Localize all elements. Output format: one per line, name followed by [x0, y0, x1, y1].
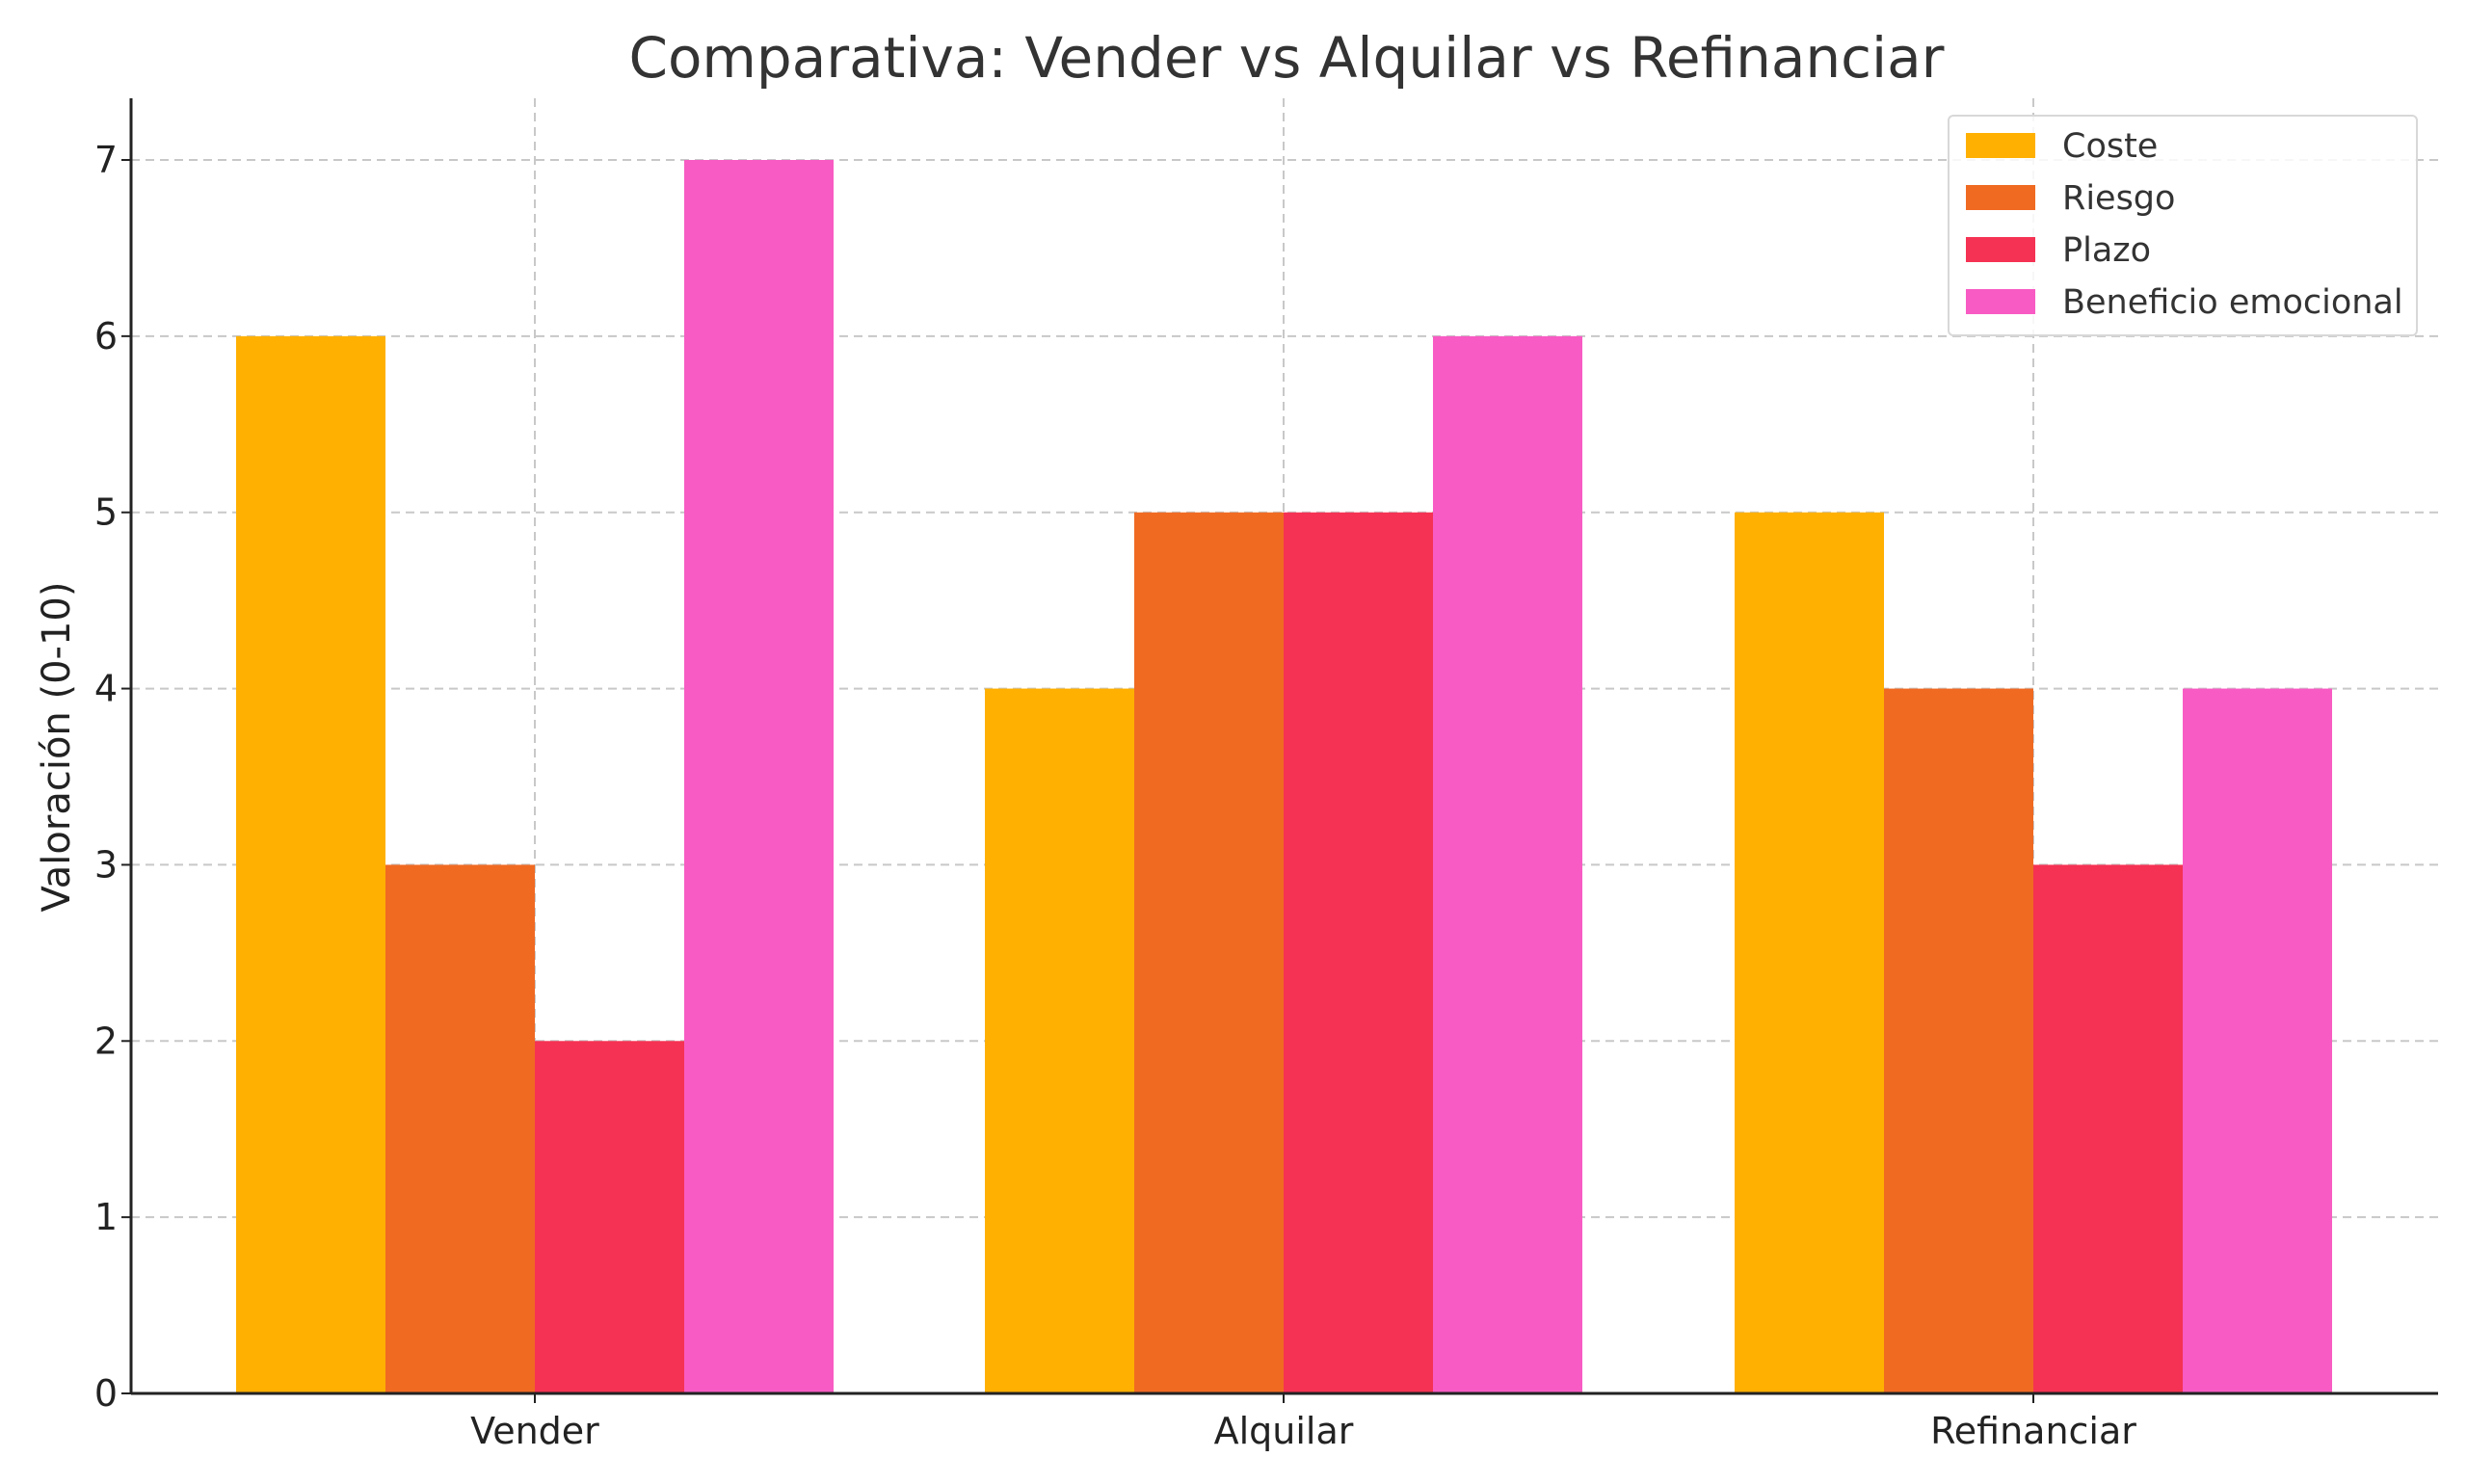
legend-swatch-riesgo [1966, 185, 2035, 210]
y-tick-label: 6 [94, 315, 118, 358]
legend-label-beneficio-emocional: Beneficio emocional [2062, 283, 2403, 322]
bar-plazo-vender [535, 1041, 684, 1393]
chart-title: Comparativa: Vender vs Alquilar vs Refin… [628, 25, 1944, 91]
legend-label-plazo: Plazo [2062, 231, 2151, 270]
x-tick-label-alquilar: Alquilar [1214, 1410, 1354, 1452]
bar-beneficio-emocional-refinanciar [2183, 688, 2332, 1393]
y-tick-label: 0 [94, 1372, 118, 1415]
legend: Coste Riesgo Plazo Beneficio emocional [1948, 115, 2418, 336]
bar-riesgo-alquilar [1134, 512, 1284, 1393]
bars [236, 160, 2332, 1393]
legend-label-riesgo: Riesgo [2062, 179, 2175, 218]
bar-plazo-alquilar [1284, 512, 1433, 1393]
legend-box [1948, 115, 2418, 336]
bar-beneficio-emocional-vender [684, 160, 834, 1393]
legend-swatch-coste [1966, 133, 2035, 158]
legend-label-coste: Coste [2062, 127, 2158, 166]
bar-beneficio-emocional-alquilar [1433, 335, 1582, 1393]
bar-coste-alquilar [985, 688, 1134, 1393]
legend-swatch-plazo [1966, 237, 2035, 262]
legend-items: Coste Riesgo Plazo Beneficio emocional [1966, 127, 2403, 322]
x-tick-label-refinanciar: Refinanciar [1930, 1410, 2136, 1452]
bar-riesgo-vender [385, 864, 535, 1393]
y-tick-label: 1 [94, 1196, 118, 1238]
y-tick-label: 3 [94, 843, 118, 886]
y-tick-label: 7 [94, 139, 118, 181]
y-tick-label: 5 [94, 491, 118, 534]
bar-coste-vender [236, 335, 385, 1393]
bar-coste-refinanciar [1735, 512, 1884, 1393]
x-tick-label-vender: Vender [470, 1410, 599, 1452]
legend-swatch-beneficio-emocional [1966, 289, 2035, 314]
axes [121, 98, 2438, 1403]
y-tick-label: 2 [94, 1020, 118, 1062]
tick-labels: 0 1 2 3 4 5 6 7 Vender Alquilar Refinanciar [94, 139, 2136, 1452]
y-tick-label: 4 [94, 668, 118, 710]
bar-riesgo-refinanciar [1884, 688, 2033, 1393]
bar-plazo-refinanciar [2033, 864, 2183, 1393]
y-axis-label: Valoración (0-10) [35, 582, 79, 913]
